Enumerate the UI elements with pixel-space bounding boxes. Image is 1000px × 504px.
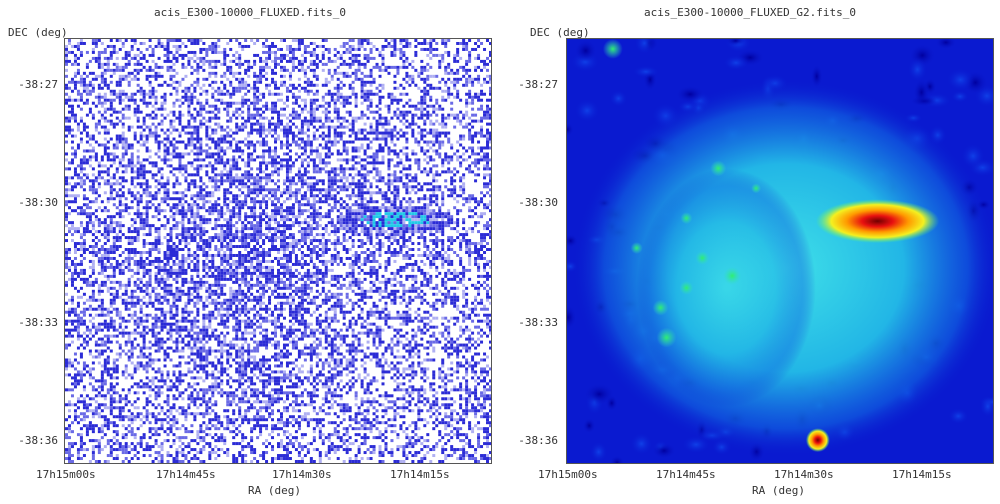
right-y-axis-label: DEC (deg) — [530, 26, 590, 39]
left-raw-image[interactable] — [64, 38, 492, 464]
left-x-tick: 17h14m15s — [390, 468, 450, 481]
right-x-tick: 17h14m30s — [774, 468, 834, 481]
left-image-panel: acis_E300-10000_FLUXED.fits_0 DEC (deg) … — [8, 6, 492, 497]
right-y-tick: -38:27 — [518, 78, 558, 91]
left-y-tick: -38:33 — [18, 316, 58, 329]
right-x-axis-label: RA (deg) — [752, 484, 805, 497]
left-y-tick: -38:30 — [18, 196, 58, 209]
left-y-tick: -38:36 — [18, 434, 58, 447]
left-x-tick: 17h14m45s — [156, 468, 216, 481]
right-y-tick: -38:36 — [518, 434, 558, 447]
right-image-panel: acis_E300-10000_FLUXED_G2.fits_0 DEC (de… — [500, 0, 1000, 504]
right-y-tick: -38:33 — [518, 316, 558, 329]
right-panel-title: acis_E300-10000_FLUXED_G2.fits_0 — [644, 6, 856, 19]
left-x-tick: 17h14m30s — [272, 468, 332, 481]
left-x-tick: 17h15m00s — [36, 468, 96, 481]
bright-source-east — [815, 199, 940, 244]
right-smoothed-image-canvas — [567, 39, 993, 463]
left-panel-title: acis_E300-10000_FLUXED.fits_0 — [153, 6, 347, 19]
left-x-axis-label: RA (deg) — [248, 484, 301, 497]
bright-source-south — [805, 428, 830, 453]
left-y-axis-label: DEC (deg) — [8, 26, 68, 39]
right-x-tick: 17h15m00s — [538, 468, 598, 481]
right-y-tick: -38:30 — [518, 196, 558, 209]
corner-source — [602, 39, 623, 59]
left-raw-image-canvas — [65, 39, 491, 463]
right-x-tick: 17h14m15s — [892, 468, 952, 481]
right-smoothed-image[interactable] — [566, 38, 994, 464]
right-x-tick: 17h14m45s — [656, 468, 716, 481]
left-y-tick: -38:27 — [18, 78, 58, 91]
